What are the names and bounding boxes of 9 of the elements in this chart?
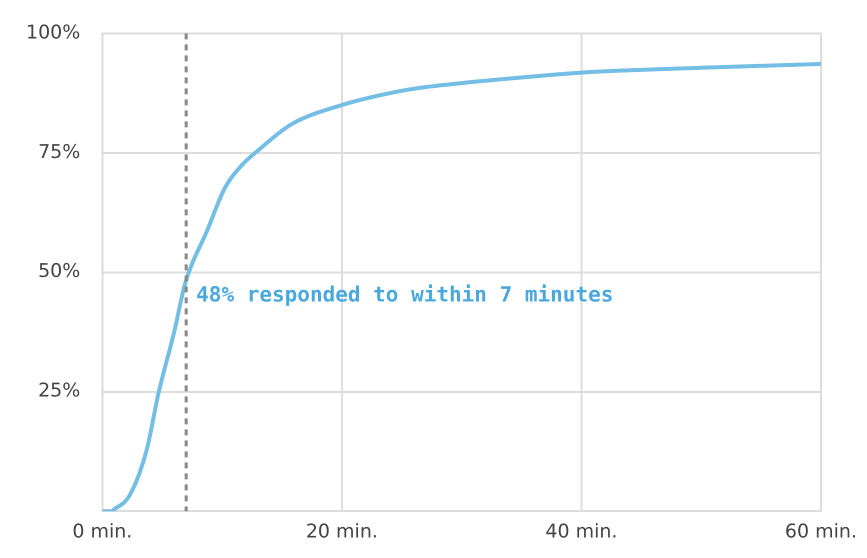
y-tick-label: 100%: [26, 21, 80, 44]
y-tick-label: 75%: [38, 140, 80, 163]
x-tick-label: 40 min.: [545, 520, 618, 543]
y-tick-label: 25%: [38, 380, 80, 402]
x-tick-label: 0 min.: [72, 520, 132, 543]
x-tick-label: 60 min.: [784, 520, 858, 543]
x-tick-label: 20 min.: [306, 520, 378, 543]
annotation: 48% responded to within 7 minutes: [196, 282, 614, 307]
y-tick-label: 50%: [38, 260, 80, 282]
